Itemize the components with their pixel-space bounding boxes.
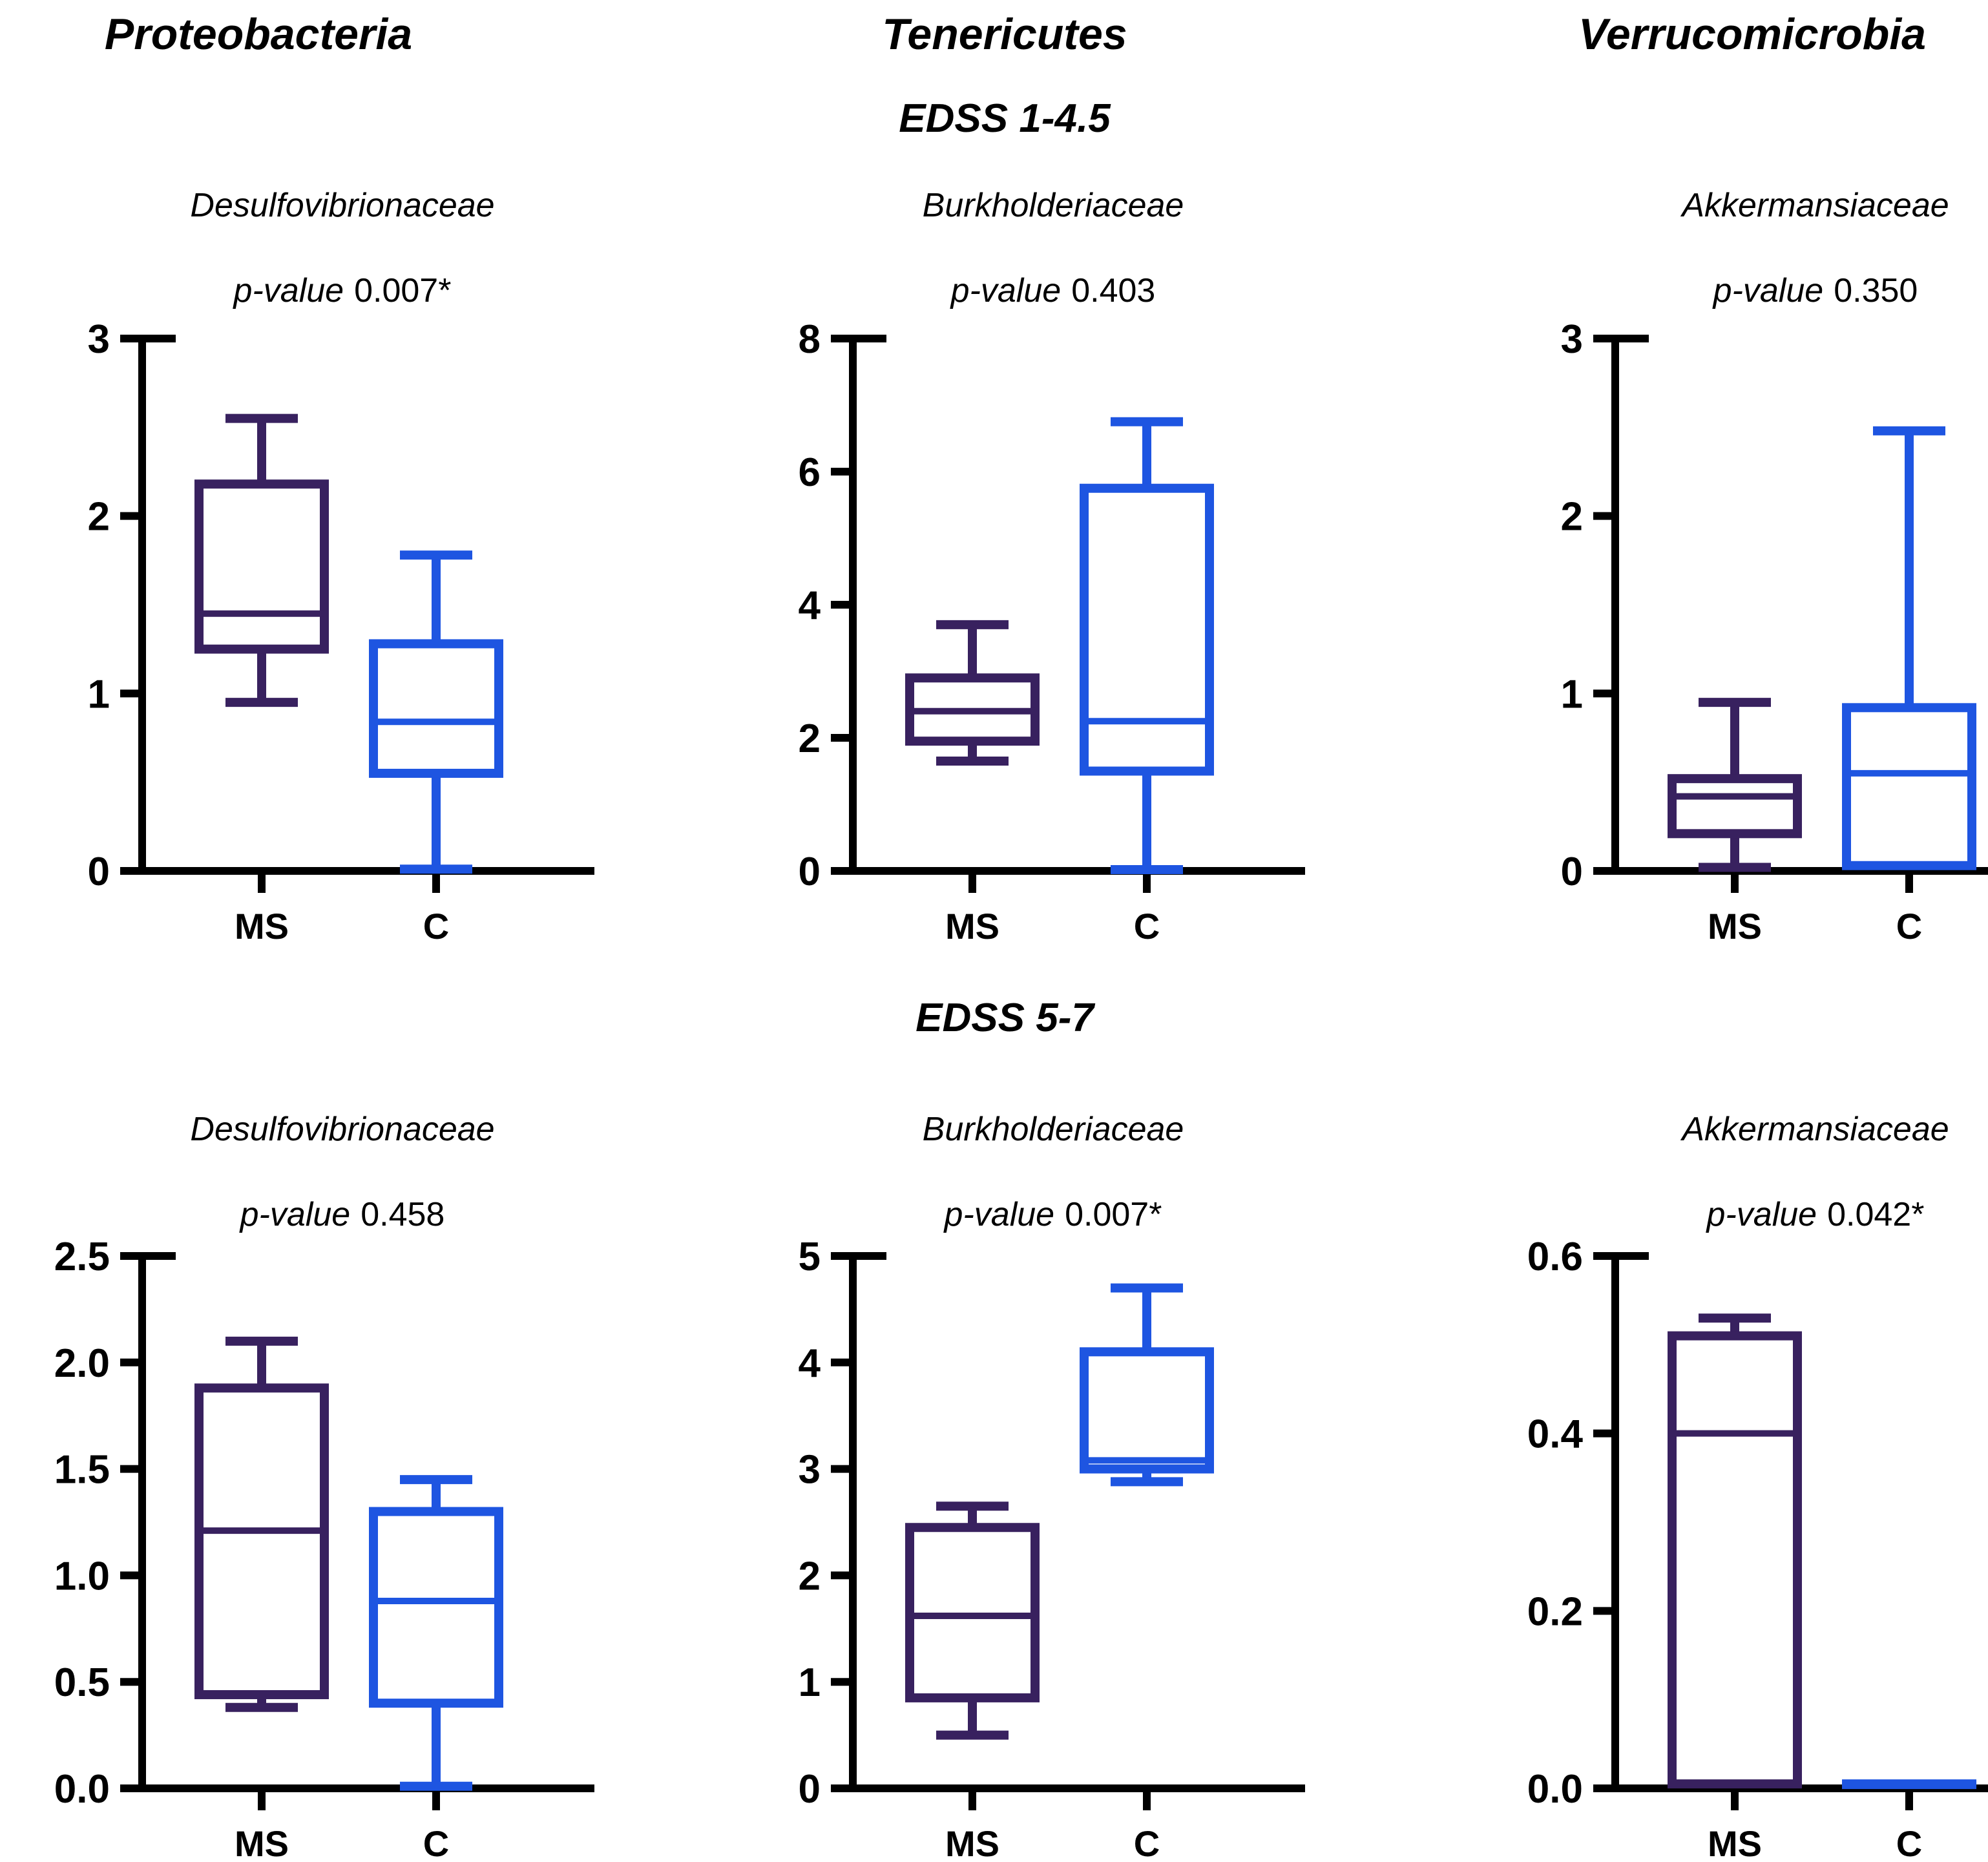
boxplot-svg: 0.0 0.5 1.0 1.5 2.0 2.5 MS C <box>54 1235 594 1862</box>
y-tick-label: 0.0 <box>1527 1767 1583 1812</box>
group-label: C <box>1134 1823 1160 1859</box>
boxplot-panel-akkermansiaceae-edss1: 0 1 2 3 MS C <box>1486 302 1988 965</box>
y-tick-label: 0 <box>799 1767 821 1812</box>
box <box>1668 1331 1802 1789</box>
boxplot-svg: 0.0 0.2 0.4 0.6 MS C <box>1527 1235 1988 1862</box>
row-title-edss-1-4-5: EDSS 1-4.5 <box>899 96 1111 141</box>
y-tick-label: 0 <box>799 850 821 894</box>
p-value-line: p-value 0.350 <box>1713 271 1918 310</box>
box <box>1080 483 1214 776</box>
p-value-label: p-value <box>1706 1196 1817 1233</box>
p-value-label: p-value <box>950 272 1062 309</box>
y-tick-label: 3 <box>88 317 110 362</box>
y-tick-label: 3 <box>1561 317 1583 362</box>
y-tick-label: 0.0 <box>54 1767 110 1812</box>
y-tick-label: 1.5 <box>54 1448 110 1492</box>
p-value-label: p-value <box>233 272 344 309</box>
y-tick-label: 1.0 <box>54 1554 110 1598</box>
family-name: Desulfovibrionaceae <box>190 187 495 224</box>
y-tick-label: 8 <box>799 317 821 362</box>
y-tick-label: 0 <box>1561 850 1583 894</box>
y-tick-label: 2 <box>1561 495 1583 539</box>
p-value-label: p-value <box>1713 272 1824 309</box>
boxplot-panel-burkholderiaceae-edss2: 0 1 2 3 4 5 MS C <box>724 1220 1357 1862</box>
y-tick-label: 0 <box>88 850 110 894</box>
y-tick-label: 1 <box>1561 672 1583 717</box>
group-label: C <box>1134 906 1160 947</box>
y-tick-label: 0.4 <box>1527 1412 1584 1457</box>
p-value-line: p-value 0.042* <box>1707 1195 1925 1234</box>
y-tick-label: 2 <box>799 1554 821 1598</box>
y-tick-label: 0.2 <box>1527 1589 1583 1634</box>
group-label: MS <box>235 906 289 947</box>
p-value-line: p-value 0.007* <box>945 1195 1162 1234</box>
y-tick-label: 1 <box>799 1660 821 1705</box>
box <box>369 639 503 778</box>
boxplot-panel-desulfovibrionaceae-edss2: 0.0 0.5 1.0 1.5 2.0 2.5 MS C <box>13 1220 646 1862</box>
p-value-label: p-value <box>944 1196 1055 1233</box>
boxplot-svg: 0 2 4 6 8 MS C <box>799 317 1305 947</box>
y-tick-label: 2.0 <box>54 1341 110 1386</box>
column-title-verrucomicrobia: Verrucomicrobia <box>1578 10 1926 59</box>
boxplot-panel-burkholderiaceae-edss1: 0 2 4 6 8 MS C <box>724 302 1357 965</box>
p-value-number: 0.458 <box>361 1196 445 1233</box>
p-value-line: p-value 0.007* <box>234 271 452 310</box>
group-label: MS <box>1708 906 1762 947</box>
y-tick-label: 0.5 <box>54 1660 110 1705</box>
family-name: Burkholderiaceae <box>922 187 1184 224</box>
y-tick-label: 4 <box>799 1341 821 1386</box>
p-value-line: p-value 0.403 <box>951 271 1156 310</box>
box <box>194 1383 329 1699</box>
boxplot-panel-akkermansiaceae-edss2: 0.0 0.2 0.4 0.6 MS C <box>1486 1220 1988 1862</box>
boxplot-svg: 0 1 2 3 MS C <box>1561 317 1988 947</box>
group-label: C <box>1896 906 1922 947</box>
group-label: MS <box>1708 1823 1762 1859</box>
p-value-number: 0.350 <box>1834 272 1918 309</box>
box <box>1842 703 1976 870</box>
p-value-number: 0.042* <box>1827 1196 1925 1233</box>
p-value-label: p-value <box>240 1196 351 1233</box>
boxplot-panel-desulfovibrionaceae-edss1: 0 1 2 3 MS C <box>13 302 646 965</box>
box <box>369 1507 503 1708</box>
group-label: C <box>423 1823 449 1859</box>
group-label: MS <box>235 1823 289 1859</box>
y-tick-label: 2 <box>799 717 821 761</box>
p-value-number: 0.007* <box>354 272 452 309</box>
y-tick-label: 6 <box>799 450 821 495</box>
family-name: Burkholderiaceae <box>922 1111 1184 1148</box>
column-title-proteobacteria: Proteobacteria <box>104 10 413 59</box>
group-label: MS <box>945 906 999 947</box>
family-name: Desulfovibrionaceae <box>190 1111 495 1148</box>
box <box>1080 1347 1214 1474</box>
y-tick-label: 4 <box>799 583 821 628</box>
p-value-number: 0.403 <box>1071 272 1156 309</box>
boxplot-svg: 0 1 2 3 4 5 MS C <box>799 1235 1305 1862</box>
y-tick-label: 2 <box>88 495 110 539</box>
group-label: C <box>1896 1823 1922 1859</box>
family-name: Akkermansiaceae <box>1682 1111 1949 1148</box>
y-tick-label: 5 <box>799 1235 821 1279</box>
y-tick-label: 1 <box>88 672 110 717</box>
y-tick-label: 0.6 <box>1527 1235 1583 1279</box>
family-name: Akkermansiaceae <box>1682 187 1949 224</box>
row-title-edss-5-7: EDSS 5-7 <box>916 996 1094 1040</box>
y-tick-label: 2.5 <box>54 1235 110 1279</box>
group-label: C <box>423 906 449 947</box>
column-title-tenericutes: Tenericutes <box>882 10 1127 59</box>
p-value-number: 0.007* <box>1065 1196 1162 1233</box>
boxplot-svg: 0 1 2 3 MS C <box>88 317 594 947</box>
box <box>1668 774 1802 839</box>
y-tick-label: 3 <box>799 1448 821 1492</box>
p-value-line: p-value 0.458 <box>240 1195 445 1234</box>
box <box>194 479 329 654</box>
group-label: MS <box>945 1823 999 1859</box>
